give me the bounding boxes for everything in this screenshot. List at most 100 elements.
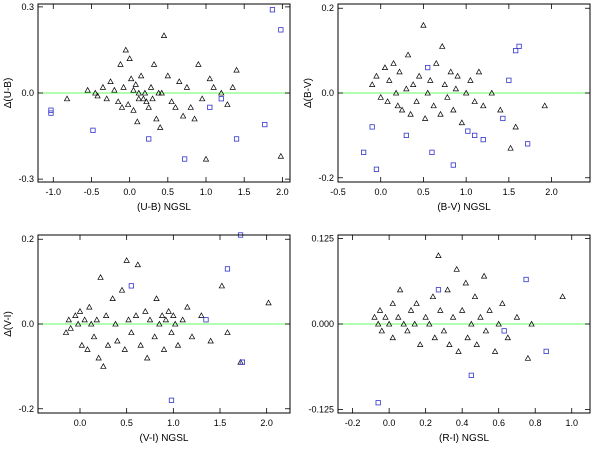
triangle-point	[409, 81, 417, 87]
triangle-point	[158, 312, 166, 318]
triangle-point	[153, 295, 160, 302]
triangle-point	[378, 327, 386, 334]
square-point	[90, 127, 96, 133]
x-tick-label: 0.5	[120, 418, 133, 428]
triangle-point	[179, 316, 186, 323]
triangle-point	[145, 104, 152, 110]
y-tick-label: 0.3	[21, 2, 34, 12]
triangle-point	[176, 78, 183, 84]
triangle-point	[374, 320, 382, 327]
square-point	[425, 64, 431, 71]
triangle-point	[427, 76, 434, 83]
triangle-point	[499, 300, 506, 306]
y-axis-title: Δ(V-I)	[3, 311, 14, 337]
triangle-point	[507, 144, 514, 151]
square-point	[278, 27, 284, 33]
x-tick-label: -0.5	[330, 187, 346, 197]
triangle-point	[102, 312, 110, 318]
triangle-point	[422, 313, 429, 320]
triangle-point	[389, 300, 396, 306]
triangle-point	[497, 106, 504, 113]
triangle-point	[416, 341, 424, 347]
triangle-point	[84, 86, 91, 93]
triangle-point	[126, 55, 133, 61]
triangle-point	[88, 320, 95, 327]
triangle-point	[407, 306, 415, 313]
triangle-point	[210, 83, 217, 90]
square-point	[543, 348, 549, 354]
triangle-point	[150, 60, 158, 67]
triangle-point	[162, 316, 170, 323]
square-point	[48, 107, 54, 113]
triangle-point	[437, 110, 444, 117]
triangle-point	[413, 300, 420, 306]
triangle-point	[404, 327, 411, 334]
triangle-point	[120, 83, 127, 90]
x-tick-label: 1.0	[565, 418, 578, 428]
square-point	[375, 400, 381, 406]
triangle-point	[147, 83, 155, 90]
triangle-point	[464, 334, 471, 341]
triangle-point	[471, 98, 478, 104]
triangle-point	[135, 95, 142, 102]
triangle-point	[233, 66, 240, 73]
square-point	[262, 121, 268, 128]
triangle-point	[149, 95, 156, 102]
triangle-point	[84, 346, 91, 352]
y-tick-label: -0.3	[18, 174, 34, 184]
triangle-point	[384, 98, 391, 104]
triangle-point	[480, 102, 487, 109]
x-tick-label: 0.8	[529, 418, 542, 428]
triangle-point	[480, 272, 488, 279]
panel-ri: -0.2 0.0 0.2 0.4 0.6 0.8 1.0 -0.125 0.000 0.125 (R…	[308, 233, 591, 444]
triangle-point	[109, 295, 116, 302]
x-tick-label: 2.0	[545, 187, 558, 197]
triangle-point	[198, 95, 206, 102]
triangle-point	[439, 43, 446, 49]
square-point	[500, 115, 506, 122]
x-axis-title: (B-V) NGSL	[437, 202, 491, 213]
x-tick-label: -0.5	[84, 187, 100, 197]
triangle-point	[124, 101, 132, 107]
triangle-point	[559, 293, 566, 300]
triangle-point	[458, 119, 466, 126]
triangle-point	[141, 89, 149, 96]
x-tick-label: 1.5	[503, 187, 516, 197]
square-point	[501, 328, 507, 334]
triangle-point	[184, 303, 191, 310]
triangle-point	[107, 78, 114, 84]
square-point	[525, 141, 531, 147]
triangle-point	[468, 320, 475, 327]
x-tick-label: 1.5	[238, 187, 251, 197]
triangle-point	[429, 293, 437, 300]
x-tick-label: 1.0	[167, 418, 180, 428]
x-tick-label: 1.5	[214, 418, 227, 428]
triangle-point	[93, 316, 100, 323]
panel-bv: -0.5 0.0 0.5 1.0 1.5 2.0 -0.2 0.0 0.2 (B-V) NGSL Δ…	[303, 3, 591, 213]
triangle-point	[513, 313, 521, 320]
square-point	[203, 317, 209, 323]
triangle-point	[104, 341, 112, 348]
x-tick-label: 0.5	[162, 187, 175, 197]
x-tick-label: 0.5	[417, 187, 430, 197]
y-tick-label: 0.2	[321, 3, 334, 13]
x-tick-label: 1.0	[200, 187, 213, 197]
triangle-point	[95, 354, 102, 361]
triangle-point	[179, 112, 187, 119]
triangle-point	[462, 89, 470, 96]
triangle-point	[78, 341, 86, 348]
triangle-point	[99, 83, 107, 90]
triangle-point	[435, 252, 442, 258]
panel-vi: 0.0 0.5 1.0 1.5 2.0 -0.2 0.0 0.2 (V-I) NGSL Δ(V-I…	[3, 232, 291, 444]
triangle-point	[92, 89, 99, 96]
triangle-point	[400, 320, 407, 327]
triangle-point	[202, 155, 210, 162]
triangle-point	[160, 32, 168, 39]
triangle-point	[398, 106, 406, 113]
triangle-point	[473, 341, 480, 347]
square-point	[128, 283, 134, 289]
square-point	[361, 149, 367, 155]
square-point	[403, 132, 409, 138]
square-point	[513, 48, 519, 54]
